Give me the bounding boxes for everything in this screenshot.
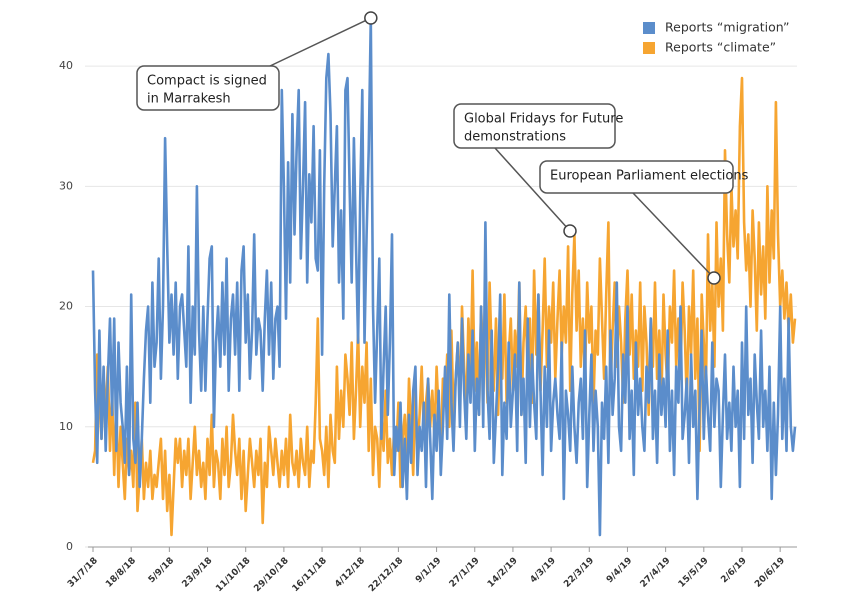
annotation-box [539,160,734,194]
y-tick-label: 40 [59,59,73,72]
x-tick-label: 27/4/19 [639,556,673,590]
annotation-connector [269,17,372,67]
x-tick-label: 5/9/18 [147,556,176,585]
annotation-text: demonstrations [464,130,566,145]
y-tick-label: 30 [59,179,73,192]
x-tick-label: 22/3/19 [562,556,596,590]
x-tick-label: 9/1/19 [414,556,443,585]
x-tick-label: 11/10/18 [214,556,252,594]
annotation-marker [707,271,721,285]
x-tick-label: 16/11/18 [291,556,329,594]
annotation-connector [494,147,571,232]
x-tick-label: 23/9/18 [181,556,215,590]
y-tick-label: 0 [66,540,73,553]
x-tick-label: 22/12/18 [367,556,405,594]
x-tick-label: 31/7/18 [66,556,100,590]
annotation-text: in Marrakesh [147,92,231,107]
x-tick-label: 20/6/19 [753,556,787,590]
y-tick-label: 10 [59,420,73,433]
x-tick-label: 4/12/18 [333,556,367,590]
legend-label: Reports “climate” [665,40,776,55]
annotation-text: European Parliament elections [550,169,749,184]
annotation-connector [632,192,715,279]
x-tick-label: 2/6/19 [719,556,748,585]
x-tick-label: 9/4/19 [605,556,634,585]
legend-swatch [643,22,655,34]
y-tick-label: 20 [59,300,73,313]
x-tick-label: 27/1/19 [448,556,482,590]
annotation-marker [563,224,577,238]
annotation-marker [364,11,378,25]
legend-swatch [643,42,655,54]
legend-label: Reports “migration” [665,20,790,35]
annotation-box [136,65,280,111]
annotation-text: Global Fridays for Future [464,112,623,127]
series-line [91,16,797,537]
x-tick-label: 14/2/19 [486,556,520,590]
x-tick-label: 4/3/19 [529,556,558,585]
annotation-text: Compact is signed [147,74,267,89]
x-tick-label: 29/10/18 [252,556,290,594]
x-tick-label: 18/8/18 [104,556,138,590]
x-tick-label: 15/5/19 [677,556,711,590]
annotation-box [453,103,616,149]
